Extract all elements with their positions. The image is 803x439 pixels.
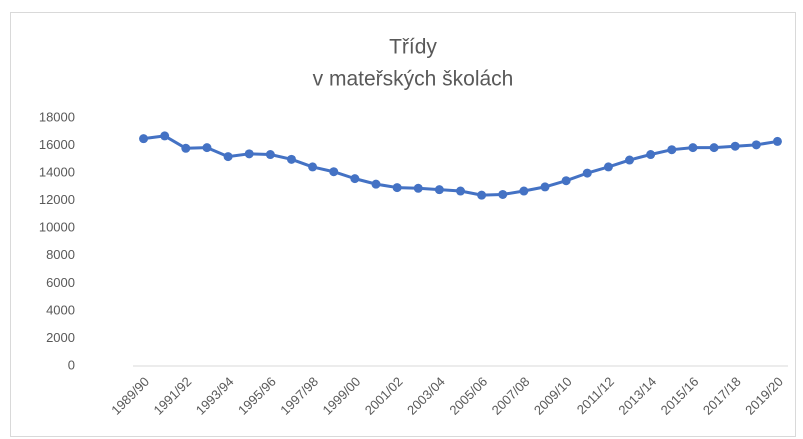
data-point [181,143,191,153]
data-point [625,155,635,165]
data-point [244,149,254,159]
data-point [329,167,339,177]
data-point [561,176,571,186]
data-point [519,186,529,196]
y-tick-label: 10000 [39,220,75,235]
data-point [477,190,487,200]
data-point [688,143,698,153]
data-point [456,186,465,196]
y-tick-label: 18000 [39,109,75,124]
data-point [582,168,592,178]
y-tick-label: 0 [68,357,75,372]
data-point [730,141,740,151]
data-point [646,150,656,160]
data-point [392,183,402,193]
data-point [350,174,360,184]
data-point [139,134,149,144]
y-tick-label: 12000 [39,192,75,207]
data-point [498,189,508,199]
data-point [413,183,423,193]
data-point [202,143,212,153]
y-tick-label: 2000 [46,330,75,345]
data-point [371,179,381,189]
data-point [434,185,444,195]
y-tick-label: 8000 [46,247,75,262]
data-point [286,154,296,164]
data-point [751,140,761,150]
y-tick-label: 6000 [46,275,75,290]
data-point [667,145,677,155]
data-point [223,152,233,162]
y-tick-label: 14000 [39,165,75,180]
data-point [265,150,275,160]
data-point [160,131,170,141]
data-point [603,162,613,172]
data-point [709,143,719,153]
chart-title: v mateřských školách [313,68,514,91]
data-point [772,136,782,146]
y-tick-label: 16000 [39,137,75,152]
y-tick-label: 4000 [46,302,75,317]
data-point [308,162,318,172]
data-point [540,182,550,192]
chart-title: Třídy [389,36,437,59]
